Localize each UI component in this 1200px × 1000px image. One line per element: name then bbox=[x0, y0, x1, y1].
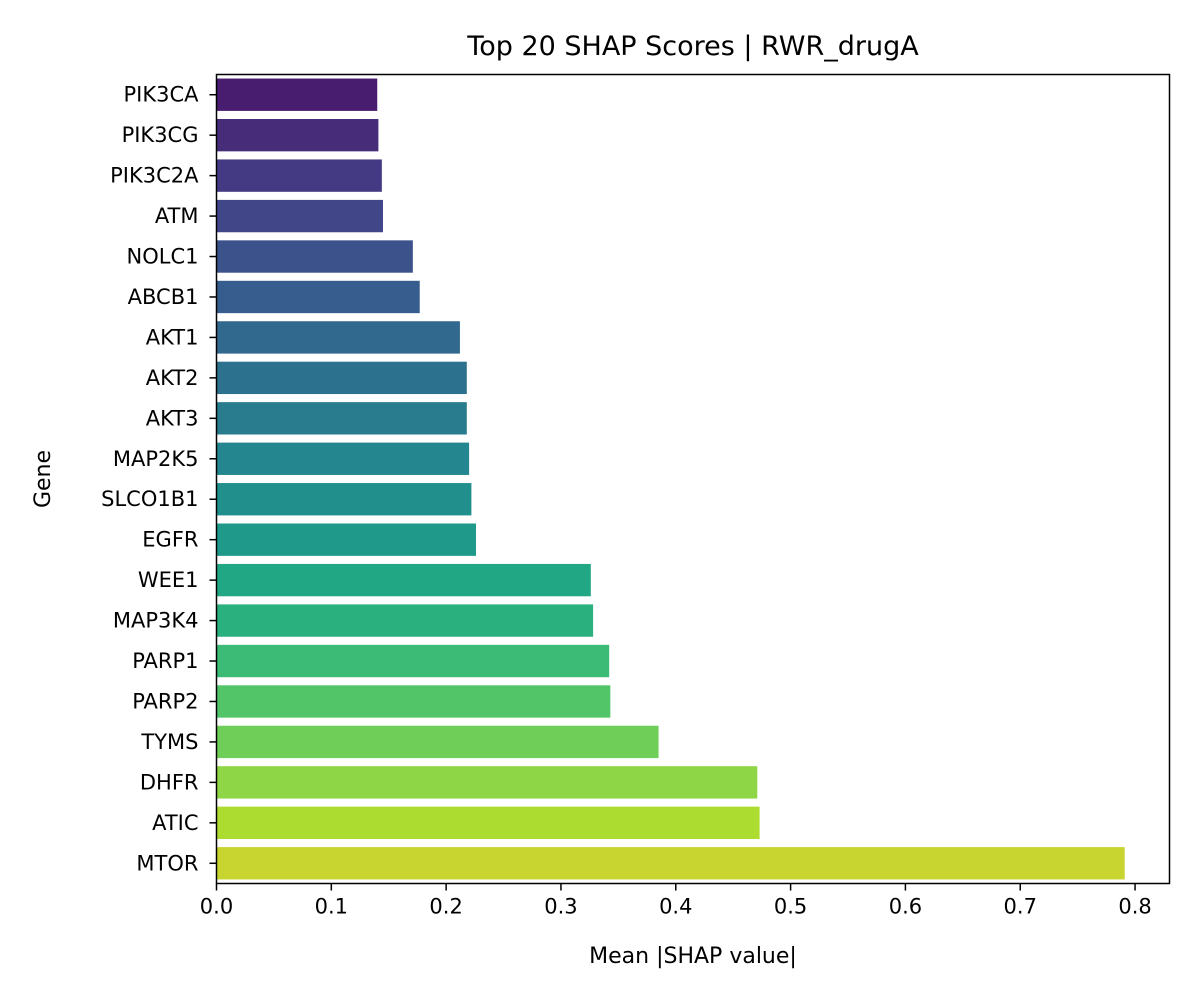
y-tick-label: SLCO1B1 bbox=[101, 487, 198, 511]
bar-parp1 bbox=[216, 644, 610, 678]
x-tick-label: 0.8 bbox=[1118, 895, 1151, 919]
bar-slco1b1 bbox=[216, 483, 472, 516]
y-axis-ticks: PIK3CA PIK3CG PIK3C2A ATM NOLC1 ABCB1 AKT1 AKT2… bbox=[101, 83, 217, 875]
bar-akt1 bbox=[216, 321, 460, 354]
plot-frame bbox=[215, 73, 1171, 885]
chart-title: Top 20 SHAP Scores | RWR_drugA bbox=[466, 31, 919, 62]
y-tick-label: PARP1 bbox=[132, 649, 198, 673]
bar-pik3ca bbox=[216, 78, 378, 111]
bar-nolc1 bbox=[216, 240, 413, 273]
x-tick-label: 0.0 bbox=[200, 895, 233, 919]
bar-map3k4 bbox=[216, 604, 594, 637]
y-tick-label: MAP3K4 bbox=[113, 609, 199, 633]
y-tick-label: MAP2K5 bbox=[113, 447, 199, 471]
x-tick-label: 0.4 bbox=[659, 895, 692, 919]
y-tick-label: ATM bbox=[155, 204, 199, 228]
y-tick-label: MTOR bbox=[136, 851, 198, 875]
y-tick-label: PIK3CA bbox=[123, 83, 199, 107]
bar-atm bbox=[216, 199, 383, 233]
x-tick-label: 0.5 bbox=[774, 895, 807, 919]
y-tick-label: TYMS bbox=[140, 730, 198, 754]
bar-pik3c2a bbox=[216, 159, 382, 192]
y-tick-label: PIK3C2A bbox=[110, 164, 199, 188]
bar-egfr bbox=[216, 523, 476, 556]
bar-tyms bbox=[216, 725, 659, 759]
y-tick-label: WEE1 bbox=[138, 568, 199, 592]
bar-dhfr bbox=[216, 766, 758, 799]
bar-akt3 bbox=[216, 402, 467, 435]
y-tick-label: AKT2 bbox=[146, 366, 199, 390]
bar-parp2 bbox=[216, 685, 611, 718]
bar-akt2 bbox=[216, 361, 467, 395]
x-axis-label: Mean |SHAP value| bbox=[589, 944, 797, 969]
x-tick-label: 0.2 bbox=[429, 895, 462, 919]
y-tick-label: DHFR bbox=[140, 770, 199, 794]
bar-atic bbox=[216, 806, 760, 840]
bar-pik3cg bbox=[216, 118, 379, 152]
y-tick-label: ATIC bbox=[152, 811, 198, 835]
y-tick-label: PIK3CG bbox=[122, 123, 199, 147]
x-tick-label: 0.3 bbox=[544, 895, 577, 919]
y-tick-label: PARP2 bbox=[132, 689, 198, 713]
bar-mtor bbox=[216, 847, 1125, 880]
bar-wee1 bbox=[216, 563, 591, 597]
y-axis-label: Gene bbox=[31, 450, 56, 508]
bar-abcb1 bbox=[216, 280, 420, 314]
y-tick-label: EGFR bbox=[142, 528, 198, 552]
x-tick-label: 0.6 bbox=[889, 895, 922, 919]
y-tick-label: ABCB1 bbox=[128, 285, 199, 309]
y-tick-label: AKT3 bbox=[146, 406, 199, 430]
x-axis-ticks: 0.0 0.1 0.2 0.3 0.4 0.5 0.6 0.7 0.8 bbox=[200, 883, 1152, 919]
x-tick-label: 0.1 bbox=[315, 895, 348, 919]
bars-layer bbox=[216, 78, 1125, 880]
y-tick-label: AKT1 bbox=[146, 325, 199, 349]
x-tick-label: 0.7 bbox=[1004, 895, 1037, 919]
y-tick-label: NOLC1 bbox=[127, 245, 199, 269]
bar-map2k5 bbox=[216, 442, 470, 475]
